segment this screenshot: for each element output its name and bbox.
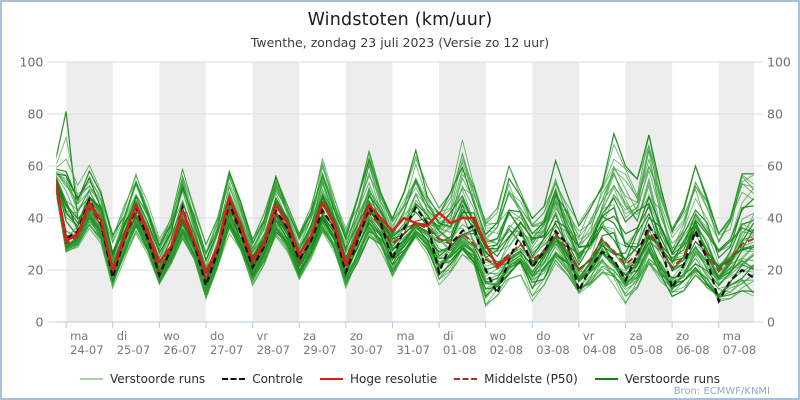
x-day-24-07: ma	[70, 329, 88, 343]
page-subtitle: Twenthe, zondag 23 juli 2023 (Versie zo …	[250, 35, 550, 50]
source-label: Bron: ECMWF/KNMI	[673, 386, 770, 397]
x-date-31-07: 31-07	[396, 343, 429, 357]
chart-legend: Verstoorde runs Controle Hoge resolutie Mid…	[2, 372, 798, 386]
x-day-01-08: di	[443, 329, 454, 343]
legend-label-0: Verstoorde runs	[110, 372, 206, 386]
y-tick-right-60: 60	[767, 159, 783, 174]
legend-swatch-1	[222, 378, 246, 380]
legend-swatch-0	[80, 378, 104, 380]
y-tick-right-100: 100	[767, 55, 791, 70]
y-tick-left-20: 20	[27, 263, 43, 278]
ensemble-member	[56, 151, 754, 255]
legend-item-0: Verstoorde runs	[80, 372, 205, 386]
x-date-03-08: 03-08	[536, 343, 569, 357]
page-title: Windstoten (km/uur)	[307, 10, 493, 30]
legend-label-4: Verstoorde runs	[624, 372, 720, 386]
x-date-28-07: 28-07	[257, 343, 290, 357]
x-day-04-08: vr	[583, 329, 595, 343]
x-day-03-08: do	[536, 329, 550, 343]
x-day-29-07: za	[303, 329, 316, 343]
legend-item-4: Verstoorde runs	[594, 372, 720, 386]
x-date-01-08: 01-08	[443, 343, 476, 357]
x-day-02-08: wo	[490, 329, 506, 343]
x-day-31-07: ma	[396, 329, 414, 343]
x-date-30-07: 30-07	[350, 343, 383, 357]
x-date-24-07: 24-07	[70, 343, 103, 357]
y-tick-right-20: 20	[767, 263, 783, 278]
series-middelste-p50	[56, 182, 754, 284]
y-tick-left-100: 100	[20, 55, 44, 70]
ensemble-member	[56, 189, 754, 308]
series-hoge-resolutie	[56, 175, 510, 274]
x-date-27-07: 27-07	[210, 343, 243, 357]
legend-label-1: Controle	[252, 372, 303, 386]
legend-swatch-4	[594, 378, 618, 380]
x-date-02-08: 02-08	[490, 343, 523, 357]
legend-item-3: Middelste (P50)	[454, 372, 578, 386]
x-date-04-08: 04-08	[583, 343, 616, 357]
y-tick-left-80: 80	[27, 107, 43, 122]
x-date-06-08: 06-08	[676, 343, 709, 357]
y-tick-left-0: 0	[35, 315, 43, 330]
x-date-29-07: 29-07	[303, 343, 336, 357]
legend-item-1: Controle	[222, 372, 303, 386]
ensemble-member	[56, 188, 754, 288]
x-day-27-07: do	[210, 329, 224, 343]
legend-item-2: Hoge resolutie	[319, 372, 438, 386]
y-tick-right-40: 40	[767, 211, 783, 226]
legend-swatch-3	[454, 378, 478, 380]
legend-label-2: Hoge resolutie	[349, 372, 438, 386]
x-day-07-08: ma	[723, 329, 741, 343]
x-day-26-07: wo	[163, 329, 179, 343]
y-tick-right-0: 0	[767, 315, 775, 330]
x-date-26-07: 26-07	[163, 343, 196, 357]
ensemble-member	[56, 188, 754, 297]
legend-swatch-2	[319, 378, 343, 380]
x-date-07-08: 07-08	[723, 343, 756, 357]
ensemble-member	[56, 131, 754, 256]
x-day-30-07: zo	[350, 329, 363, 343]
series-controle	[56, 176, 754, 305]
x-day-06-08: zo	[676, 329, 689, 343]
x-day-25-07: di	[117, 329, 128, 343]
x-day-28-07: vr	[257, 329, 269, 343]
y-tick-left-60: 60	[27, 159, 43, 174]
ensemble-member	[56, 190, 754, 304]
x-date-05-08: 05-08	[630, 343, 663, 357]
legend-label-3: Middelste (P50)	[484, 372, 578, 386]
y-tick-left-40: 40	[27, 211, 43, 226]
x-date-25-07: 25-07	[117, 343, 150, 357]
y-tick-right-80: 80	[767, 107, 783, 122]
x-day-05-08: za	[630, 329, 643, 343]
